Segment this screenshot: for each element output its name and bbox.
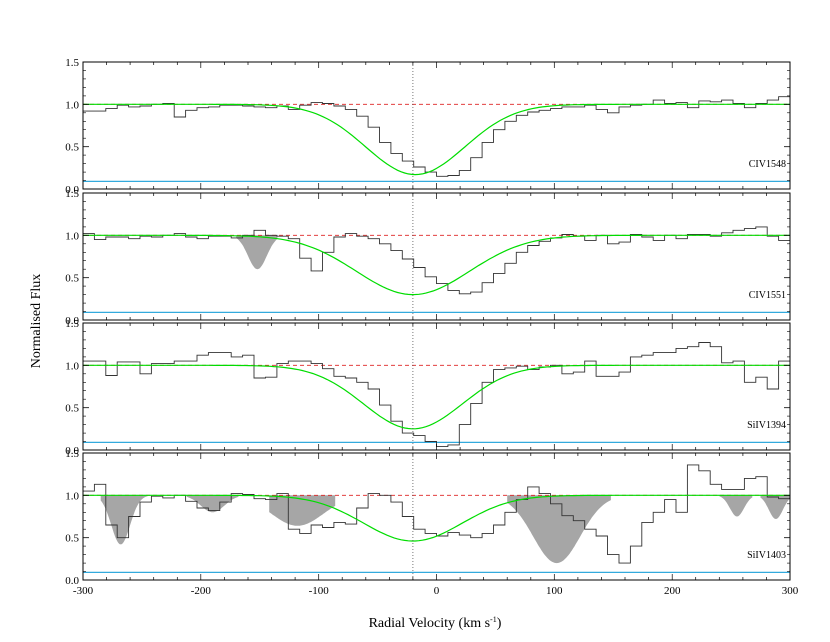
fit-profile [83, 103, 790, 176]
panel-frame [82, 322, 791, 451]
y-axis-label: Normalised Flux [29, 274, 44, 369]
y-tick-label: 0.5 [65, 403, 79, 415]
fit-profile [83, 364, 790, 430]
y-tick-label: 1.0 [65, 230, 79, 242]
blend-region [100, 495, 148, 545]
x-axis-label-close: ) [497, 616, 502, 631]
panel-civ1548: 0.0 0.5 1.0 1.5 CIV1548 [65, 57, 791, 196]
y-tick-label: 0.5 [65, 533, 79, 545]
flux-histogram [83, 226, 790, 295]
y-tick-label: 1.0 [65, 490, 79, 502]
panel-stack: 0.00.51.01.5CIV15480.00.51.01.5CIV15510.… [65, 57, 799, 597]
x-tick-label: -200 [191, 585, 212, 597]
blend-region [186, 495, 239, 513]
flux-histogram [83, 342, 790, 448]
blend-region [719, 495, 753, 517]
y-tick-label: 0.5 [65, 273, 79, 285]
y-tick-label: 1.5 [65, 188, 79, 200]
x-tick-label: -300 [73, 585, 94, 597]
x-tick-label: -100 [309, 585, 330, 597]
flux-histogram [83, 464, 790, 564]
y-tick-label: 1.5 [65, 318, 79, 330]
x-tick-label: 100 [546, 585, 563, 597]
x-tick-label: 0 [434, 585, 440, 597]
panel-siiv1394: 0.0 0.5 1.0 1.5 SiIV1394 [65, 318, 791, 457]
ion-label: SiIV1394 [747, 420, 786, 431]
x-axis-label: Radial Velocity (km s-1) [369, 615, 502, 631]
y-tick-label: 0.0 [65, 575, 79, 587]
panel-civ1551: 0.0 0.5 1.0 1.5 CIV1551 [65, 188, 791, 327]
fit-profile [83, 234, 790, 296]
blend-region [236, 235, 278, 270]
blend-region [507, 495, 611, 564]
x-tick-label: 300 [782, 585, 799, 597]
ion-label: CIV1548 [749, 159, 786, 170]
panel-frame [82, 192, 791, 321]
y-tick-label: 0.0 [65, 184, 79, 196]
ion-label: SiIV1403 [747, 550, 786, 561]
x-axis-label-main: Radial Velocity (km s [369, 616, 490, 631]
blend-region [269, 495, 336, 526]
y-tick-label: 0.0 [65, 445, 79, 457]
y-tick-label: 1.0 [65, 99, 79, 111]
x-tick-label: 200 [664, 585, 681, 597]
panel-frame [82, 452, 791, 581]
y-tick-label: 1.5 [65, 448, 79, 460]
ion-label: CIV1551 [749, 290, 786, 301]
y-tick-label: 0.5 [65, 142, 79, 154]
y-tick-label: 0.0 [65, 315, 79, 327]
x-axis-label-superscript: -1 [490, 615, 497, 624]
blend-region [760, 495, 790, 519]
panel-siiv1403: 0.0 0.5 1.0 1.5 SiIV1403 [65, 448, 791, 587]
y-tick-label: 1.5 [65, 57, 79, 69]
flux-histogram [83, 96, 790, 177]
panel-frame [82, 61, 791, 190]
y-tick-label: 1.0 [65, 360, 79, 372]
fit-profile [83, 494, 790, 542]
